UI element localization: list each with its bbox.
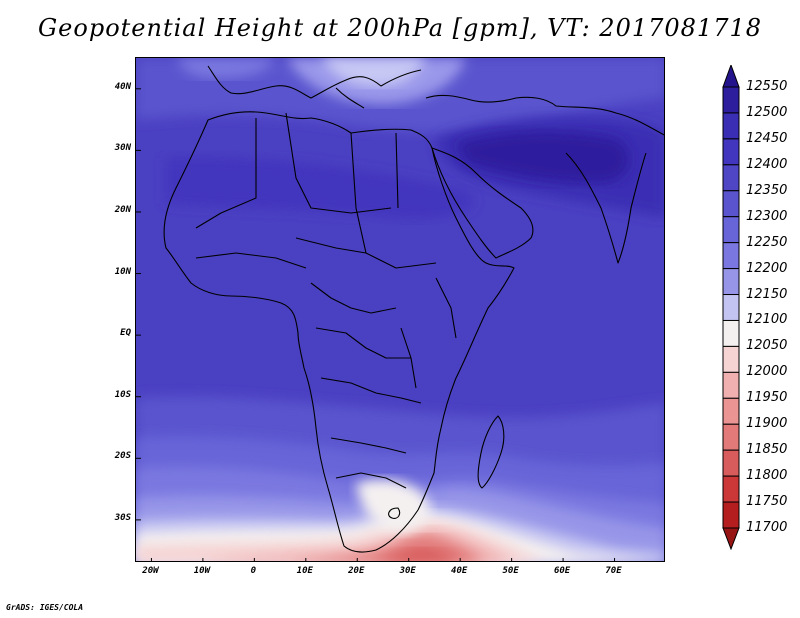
- lon-label: 20E: [348, 566, 365, 576]
- lon-label: 10E: [296, 566, 313, 576]
- colorbar-swatch: [722, 423, 740, 451]
- colorbar-swatch: [722, 216, 740, 244]
- colorbar-swatch: [722, 242, 740, 270]
- lon-label: 10W: [193, 566, 211, 576]
- tick-marks: [136, 88, 616, 561]
- colorbar-swatch: [722, 397, 740, 425]
- lat-label: 20N: [114, 204, 131, 215]
- colorbar-label: 12450: [746, 130, 788, 146]
- colorbar-swatch: [722, 164, 740, 192]
- colorbar-top-arrow: [722, 63, 740, 88]
- lon-label: 50E: [502, 566, 519, 576]
- colorbar-label: 12350: [746, 182, 788, 198]
- colorbar-swatch: [722, 475, 740, 503]
- lat-label: EQ: [120, 328, 131, 339]
- colorbar-label: 12000: [746, 364, 788, 380]
- colorbar-label: 11750: [746, 494, 788, 510]
- lat-label: 20S: [114, 451, 131, 462]
- colorbar: [722, 63, 740, 551]
- lat-label: 30N: [114, 143, 131, 154]
- credit-text: GrADS: IGES/COLA: [6, 603, 84, 612]
- map-canvas: [136, 58, 664, 561]
- colorbar-swatch: [722, 449, 740, 477]
- colorbar-swatches: [722, 63, 740, 551]
- colorbar-label: 12550: [746, 79, 788, 94]
- colorbar-label: 11800: [746, 468, 788, 484]
- colorbar-label: 11950: [746, 390, 788, 406]
- colorbar-swatch: [722, 501, 740, 529]
- lon-label: 30E: [399, 566, 416, 576]
- colorbar-label: 12400: [746, 156, 788, 172]
- colorbar-swatch: [722, 112, 740, 140]
- colorbar-swatch: [722, 138, 740, 166]
- colorbar-label: 11700: [746, 520, 788, 535]
- colorbar-swatch: [722, 319, 740, 347]
- colorbar-label: 11900: [746, 416, 788, 432]
- colorbar-label: 12200: [746, 260, 788, 276]
- colorbar-label: 12150: [746, 286, 788, 302]
- colorbar-label: 12050: [746, 338, 788, 354]
- colorbar-swatch: [722, 190, 740, 218]
- colorbar-swatch: [722, 294, 740, 321]
- lon-label: 60E: [553, 566, 571, 576]
- colorbar-swatch: [722, 268, 740, 296]
- lat-label: 10S: [114, 389, 131, 400]
- colorbar-label: 12100: [746, 312, 788, 328]
- lat-label: 40N: [114, 81, 131, 92]
- map-title: Geopotential Height at 200hPa [gpm], VT:…: [38, 14, 762, 42]
- colorbar-bottom-arrow: [722, 527, 740, 551]
- lon-label: 20W: [142, 566, 159, 576]
- lat-label: 30S: [114, 512, 131, 523]
- colorbar-label: 12300: [746, 208, 788, 224]
- lon-label: 0: [250, 566, 257, 576]
- lon-label: 40E: [451, 566, 468, 576]
- colorbar-swatch: [722, 371, 740, 399]
- colorbar-label: 12250: [746, 234, 788, 250]
- height-field: [136, 58, 664, 561]
- colorbar-swatch: [722, 86, 740, 114]
- lon-label: 70E: [605, 566, 622, 576]
- colorbar-label: 12500: [746, 104, 788, 120]
- map-area: [135, 57, 665, 562]
- lat-label: 10N: [114, 266, 131, 277]
- colorbar-swatch: [722, 345, 740, 373]
- colorbar-label: 11850: [746, 442, 788, 458]
- coastlines-and-borders: [163, 65, 664, 553]
